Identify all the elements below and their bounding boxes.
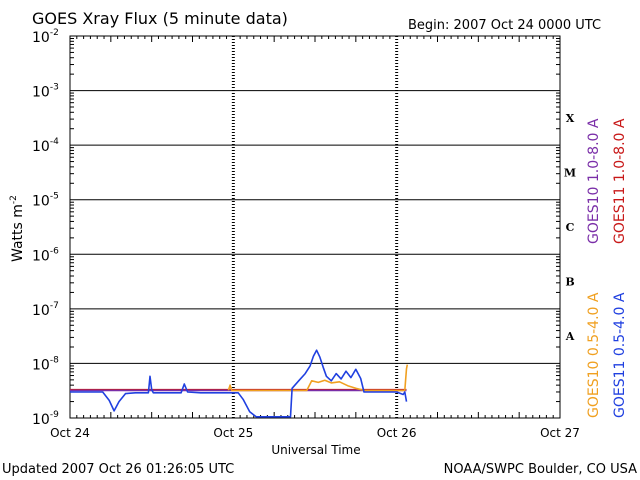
x-tick-label: Oct 27 xyxy=(540,426,580,440)
y-axis-label-base: Watts m xyxy=(10,204,26,262)
flare-class-label: X xyxy=(566,112,575,125)
y-tick-label: 10-8 xyxy=(32,355,59,373)
flare-class-label: C xyxy=(566,221,575,234)
y-axis-label-exp: -2 xyxy=(9,195,19,204)
plot-area: Oct 24 Oct 25 Oct 26 Oct 27 10-2 10-3 10-4 10-5… xyxy=(32,28,628,440)
legend-entry: GOES10 0.5-4.0 A xyxy=(586,292,602,418)
begin-time-label: Begin: 2007 Oct 24 0000 UTC xyxy=(408,18,601,33)
x-tick-label: Oct 26 xyxy=(377,426,417,440)
y-tick-label: 10-6 xyxy=(32,246,59,264)
series-line xyxy=(70,349,408,418)
updated-timestamp: Updated 2007 Oct 26 01:26:05 UTC xyxy=(2,462,234,477)
credit-label: NOAA/SWPC Boulder, CO USA xyxy=(444,462,637,477)
legend-entry: GOES11 0.5-4.0 A xyxy=(612,292,628,418)
y-tick-label: 10-2 xyxy=(32,28,59,46)
flare-class-label: B xyxy=(565,276,574,289)
legend-entry: GOES10 1.0-8.0 A xyxy=(586,118,602,244)
flare-class-label: M xyxy=(564,166,576,179)
plot-frame xyxy=(69,35,561,419)
y-tick-label: 10-7 xyxy=(32,301,59,319)
legend-entry: GOES11 1.0-8.0 A xyxy=(612,118,628,244)
chart-title: GOES Xray Flux (5 minute data) xyxy=(32,9,288,28)
x-axis-label: Universal Time xyxy=(271,443,360,457)
x-tick-label: Oct 24 xyxy=(50,426,90,440)
y-tick-label: 10-9 xyxy=(32,410,59,428)
flare-class-label: A xyxy=(565,330,575,343)
y-tick-label: 10-3 xyxy=(32,83,59,101)
y-axis-label: Watts m-2 xyxy=(9,195,26,262)
x-tick-label: Oct 25 xyxy=(213,426,253,440)
y-tick-label: 10-4 xyxy=(32,137,59,155)
series-line xyxy=(227,364,409,392)
y-tick-label: 10-5 xyxy=(32,192,59,210)
